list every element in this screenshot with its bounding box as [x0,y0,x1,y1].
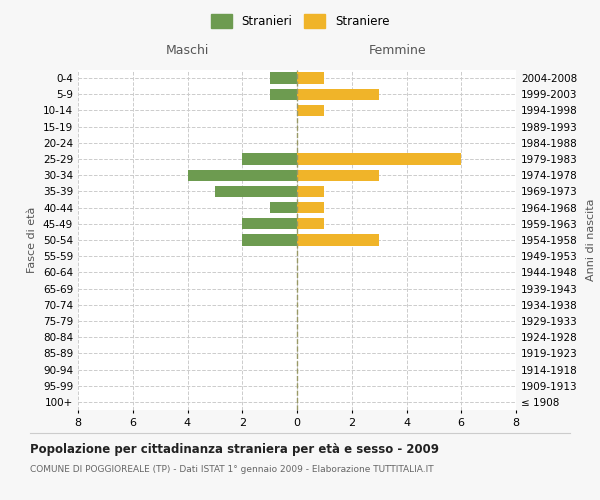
Legend: Stranieri, Straniere: Stranieri, Straniere [207,11,393,32]
Bar [242,234,297,246]
Bar [269,202,297,213]
Bar [215,186,297,197]
Bar [297,154,461,164]
Text: Femmine: Femmine [369,44,427,58]
Bar [297,72,325,84]
Bar [188,170,297,181]
Bar [297,105,325,116]
Text: Popolazione per cittadinanza straniera per età e sesso - 2009: Popolazione per cittadinanza straniera p… [30,442,439,456]
Bar [269,88,297,100]
Text: Maschi: Maschi [166,44,209,58]
Bar [297,202,325,213]
Bar [297,218,325,230]
Text: COMUNE DI POGGIOREALE (TP) - Dati ISTAT 1° gennaio 2009 - Elaborazione TUTTITALI: COMUNE DI POGGIOREALE (TP) - Dati ISTAT … [30,465,434,474]
Bar [297,234,379,246]
Bar [269,72,297,84]
Y-axis label: Fasce di età: Fasce di età [28,207,37,273]
Bar [297,170,379,181]
Bar [297,186,325,197]
Bar [242,218,297,230]
Y-axis label: Anni di nascita: Anni di nascita [586,198,596,281]
Bar [297,88,379,100]
Bar [242,154,297,164]
